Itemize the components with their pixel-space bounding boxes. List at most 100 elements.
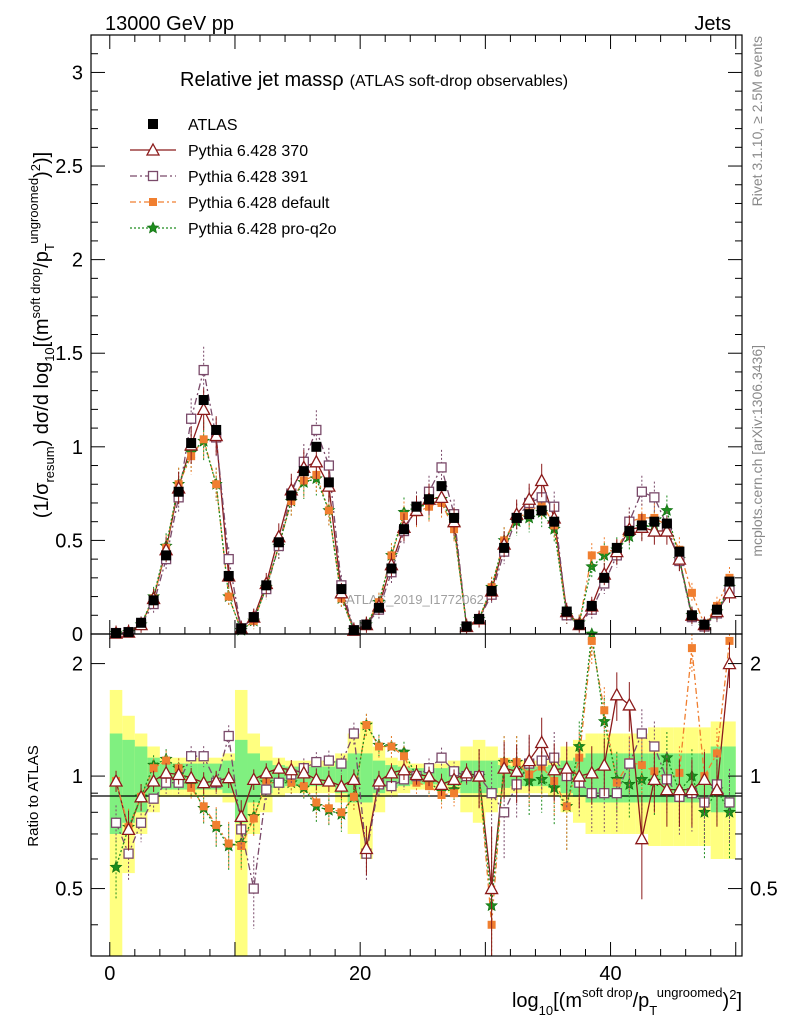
point-ATLAS: [461, 621, 472, 632]
ratio-point-pdef: [212, 820, 221, 829]
ratio-point-pdef: [399, 752, 408, 761]
point-ATLAS: [411, 501, 422, 512]
ratio-point-p370: [371, 773, 387, 787]
point-ATLAS: [511, 512, 522, 523]
point-pdef: [587, 551, 596, 560]
point-p370: [434, 489, 449, 504]
axis-ticks: [91, 34, 742, 956]
point-ATLAS: [161, 550, 172, 561]
point-p391: [636, 486, 647, 497]
point-ATLAS: [173, 486, 184, 497]
point-p370: [672, 551, 687, 565]
ratio-point-p370: [609, 687, 624, 701]
point-ATLAS: [499, 542, 510, 553]
point-ATLAS: [361, 619, 372, 630]
watermark: ATLAS_2019_I1772062: [346, 592, 484, 607]
ratio-point-pdef: [199, 802, 208, 811]
point-p370: [309, 454, 324, 468]
legend-marker-pdef: [149, 198, 157, 206]
y-tick-label: 1: [72, 437, 83, 459]
ratio-point-pdef: [224, 839, 233, 848]
legend-label-ATLAS: ATLAS: [188, 117, 238, 134]
legend: ATLAS Pythia 6.428 370 Pythia 6.428 391 Pyt…: [130, 117, 337, 238]
point-p370: [522, 491, 537, 505]
point-ATLAS: [711, 604, 722, 615]
ratio-point-pdef: [149, 764, 158, 773]
point-p370: [534, 473, 549, 487]
y-tick-label: 0: [72, 624, 83, 646]
point-ATLAS: [536, 505, 547, 516]
ratio-point-p391: [198, 751, 209, 762]
ratio-point-pdef: [637, 761, 646, 770]
legend-marker-ATLAS: [148, 119, 158, 129]
ratio-y-tick-label: 1: [72, 766, 83, 788]
ratio-point-p391: [636, 728, 647, 739]
y-axis-title-part: (1/σ: [31, 482, 53, 518]
point-ATLAS: [586, 600, 597, 611]
band-bin: [122, 739, 135, 823]
plot-subtitle: (ATLAS soft-drop observables): [350, 73, 568, 90]
point-ATLAS: [261, 580, 272, 591]
legend-marker-p391: [147, 170, 159, 182]
ratio-point-pdef: [725, 636, 734, 645]
ratio-y-tick-label-right: 0.5: [750, 879, 778, 901]
ratio-point-p370: [421, 768, 437, 782]
x-tick-label: 0: [104, 963, 115, 985]
ratio-point-p370: [484, 881, 499, 895]
ratio-point-pq2o: [635, 772, 649, 785]
legend-label-p391: Pythia 6.428 391: [188, 169, 308, 186]
x-axis-title-part: T: [649, 1003, 657, 1018]
y-axis-title-part: soft drop: [28, 268, 43, 319]
point-ATLAS: [386, 563, 397, 574]
ratio-point-p391: [311, 756, 322, 768]
ratio-point-pq2o: [723, 805, 736, 818]
ratio-point-p370: [584, 765, 599, 779]
ratio-point-p370: [709, 782, 725, 796]
point-ATLAS: [449, 512, 460, 523]
point-pdef: [600, 545, 609, 554]
ratio-point-pdef: [687, 644, 696, 653]
ratio-point-p370: [622, 697, 637, 711]
point-ATLAS: [661, 518, 672, 529]
point-ATLAS: [248, 612, 259, 623]
ratio-point-p370: [159, 765, 174, 779]
point-ATLAS: [699, 619, 710, 630]
point-ATLAS: [524, 509, 535, 520]
ratio-frame: [90, 633, 743, 957]
ratio-point-p370: [384, 765, 399, 779]
point-ATLAS: [148, 595, 159, 606]
x-tick-label: 20: [349, 963, 371, 985]
ratio-point-pdef: [362, 720, 371, 729]
ratio-point-p391: [110, 817, 122, 828]
y-axis-title-part: /p: [31, 251, 53, 268]
legend-label-p370: Pythia 6.428 370: [188, 143, 308, 160]
x-axis-title-part: /p: [633, 990, 650, 1012]
ratio-y-tick-label-right: 2: [750, 654, 761, 676]
ratio-y-tick-label: 2: [72, 654, 83, 676]
point-ATLAS: [636, 520, 647, 531]
ratio-point-p391: [148, 793, 159, 804]
ratio-point-p370: [309, 771, 324, 786]
ratio-point-p391: [336, 758, 347, 769]
point-ATLAS: [123, 627, 134, 638]
plot-title: Relative jet massρ (ATLAS soft-drop obser…: [180, 69, 568, 91]
legend-label-pq2o: Pythia 6.428 pro-q2o: [188, 221, 337, 238]
x-axis-title-part: ungroomed: [657, 985, 723, 1000]
point-ATLAS: [223, 570, 234, 581]
ratio-point-pdef: [387, 742, 396, 751]
ratio-point-p391: [611, 788, 622, 799]
y-axis-title: (1/σresum) dσ/d log10[(msoft drop/pTungr…: [26, 152, 57, 518]
y-tick-label: 2.5: [55, 156, 83, 178]
ratio-point-p391: [273, 777, 284, 788]
point-ATLAS: [624, 526, 635, 537]
ratio-point-p370: [459, 765, 474, 779]
y-tick-label: 1.5: [55, 343, 83, 365]
header-right: Jets: [694, 13, 731, 35]
point-p370: [659, 523, 674, 537]
ratio-point-p370: [146, 773, 161, 787]
point-ATLAS: [236, 623, 247, 634]
ratio-y-title: Ratio to ATLAS: [25, 745, 42, 846]
ratio-markers-group: [108, 627, 737, 956]
point-p391: [311, 424, 322, 436]
ratio-point-pdef: [162, 756, 171, 765]
